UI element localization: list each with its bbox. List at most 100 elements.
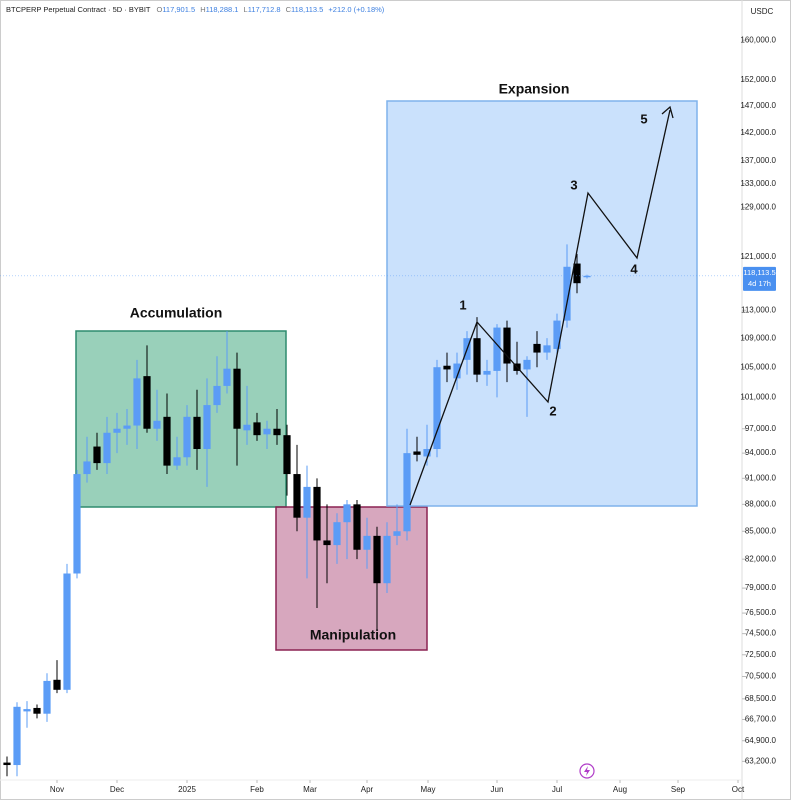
zone-label: Accumulation <box>130 305 223 321</box>
candle-body <box>353 504 361 550</box>
candle-body <box>233 368 241 429</box>
candle-body <box>3 762 11 766</box>
candle-body <box>123 425 131 429</box>
y-tick-label: 142,000.0 <box>740 128 776 137</box>
candle-body <box>483 370 491 375</box>
candle-body <box>133 378 141 426</box>
candle-body <box>223 368 231 386</box>
y-tick-label: 147,000.0 <box>740 101 776 110</box>
manipulation-zone <box>275 506 428 651</box>
y-tick-label: 72,500.0 <box>745 650 777 659</box>
y-tick-label: 85,000.0 <box>745 526 777 535</box>
symbol: BTCPERP Perpetual Contract · 5D · BYBIT <box>6 5 151 14</box>
change: +212.0 (+0.18%) <box>328 5 384 14</box>
zone-label: Manipulation <box>310 627 396 643</box>
y-tick-label: 105,000.0 <box>740 362 776 371</box>
candle-body <box>453 363 461 379</box>
flash-icon[interactable] <box>579 763 595 779</box>
x-tick-label: Apr <box>361 785 374 794</box>
ohlc-key: C <box>286 5 292 14</box>
wave-label: 3 <box>570 177 577 192</box>
y-tick-label: 94,000.0 <box>745 448 777 457</box>
candle-body <box>43 680 51 714</box>
candle-body <box>543 345 551 353</box>
candle-body <box>523 359 531 370</box>
candle-body <box>243 424 251 431</box>
candle-body <box>23 709 31 712</box>
wave-label: 5 <box>640 111 647 126</box>
price-tag <box>743 266 776 291</box>
candle-body <box>283 435 291 475</box>
ohlc-value: 118,113.5 <box>291 5 323 14</box>
candle-body <box>253 422 261 436</box>
y-tick-label: 74,500.0 <box>745 629 777 638</box>
ohlc-value: 117,901.5 <box>162 5 195 14</box>
ohlc-key: O <box>156 5 162 14</box>
candle-body <box>503 327 511 364</box>
x-tick-label: Jun <box>491 785 504 794</box>
candle-body <box>583 275 591 278</box>
candle-body <box>153 420 161 429</box>
candle-body <box>143 376 151 429</box>
candle-body <box>553 320 561 349</box>
x-tick-label: Nov <box>50 785 64 794</box>
zone-label: Expansion <box>499 81 570 97</box>
chart-header: BTCPERP Perpetual Contract · 5D · BYBIT … <box>6 5 385 14</box>
candle-body <box>493 327 501 371</box>
candle-body <box>383 535 391 584</box>
ohlc-value: 117,712.8 <box>248 5 281 14</box>
y-tick-label: 113,000.0 <box>741 305 777 314</box>
y-tick-label: 66,700.0 <box>745 715 777 724</box>
wave-path <box>409 109 671 506</box>
y-tick-label: 76,500.0 <box>745 608 777 617</box>
candle-body <box>333 522 341 546</box>
candle-body <box>113 428 121 433</box>
candle-body <box>203 405 211 450</box>
candle-body <box>93 446 101 464</box>
y-tick-label: 129,000.0 <box>740 203 776 212</box>
x-tick-label: Mar <box>303 785 317 794</box>
accumulation-zone <box>75 330 287 508</box>
x-tick-label: Dec <box>110 785 124 794</box>
x-tick-label: 2025 <box>178 785 196 794</box>
x-tick-label: Oct <box>732 785 745 794</box>
candle-body <box>173 457 181 466</box>
candle-body <box>73 474 81 574</box>
candle-body <box>423 449 431 457</box>
candle-body <box>183 416 191 458</box>
candle-body <box>573 263 581 284</box>
candle-body <box>363 535 371 550</box>
y-tick-label: 63,200.0 <box>745 756 777 765</box>
candle-body <box>563 266 571 321</box>
ohlc-value: 118,288.1 <box>206 5 239 14</box>
candle-body <box>103 432 111 464</box>
wave-arrowhead <box>661 105 674 119</box>
candle-body <box>83 461 91 475</box>
candle-body <box>533 343 541 353</box>
y-tick-label: 91,000.0 <box>745 473 777 482</box>
price-tag-label: 118,113.5 <box>743 268 775 277</box>
candle-body <box>413 451 421 455</box>
y-tick-label: 82,000.0 <box>745 554 777 563</box>
y-tick-label: 121,000.0 <box>740 252 776 261</box>
ohlc-key: L <box>244 5 248 14</box>
y-tick-label: 64,900.0 <box>745 736 777 745</box>
y-tick-label: 160,000.0 <box>740 35 776 44</box>
countdown: 4d 17h <box>748 279 771 288</box>
candle-body <box>193 416 201 450</box>
candle-body <box>293 474 301 518</box>
candle-body <box>433 367 441 450</box>
candle-body <box>53 679 61 690</box>
x-tick-label: Sep <box>671 785 686 794</box>
y-tick-label: 152,000.0 <box>740 75 776 84</box>
candle-body <box>13 706 21 766</box>
plot <box>0 244 741 777</box>
candle-body <box>303 486 311 518</box>
y-tick-label: 101,000.0 <box>740 392 776 401</box>
wave-label: 4 <box>630 261 638 276</box>
y-tick-label: 137,000.0 <box>740 156 776 165</box>
y-tick-label: 68,500.0 <box>745 694 777 703</box>
candle-body <box>473 338 481 375</box>
candle-body <box>343 504 351 523</box>
